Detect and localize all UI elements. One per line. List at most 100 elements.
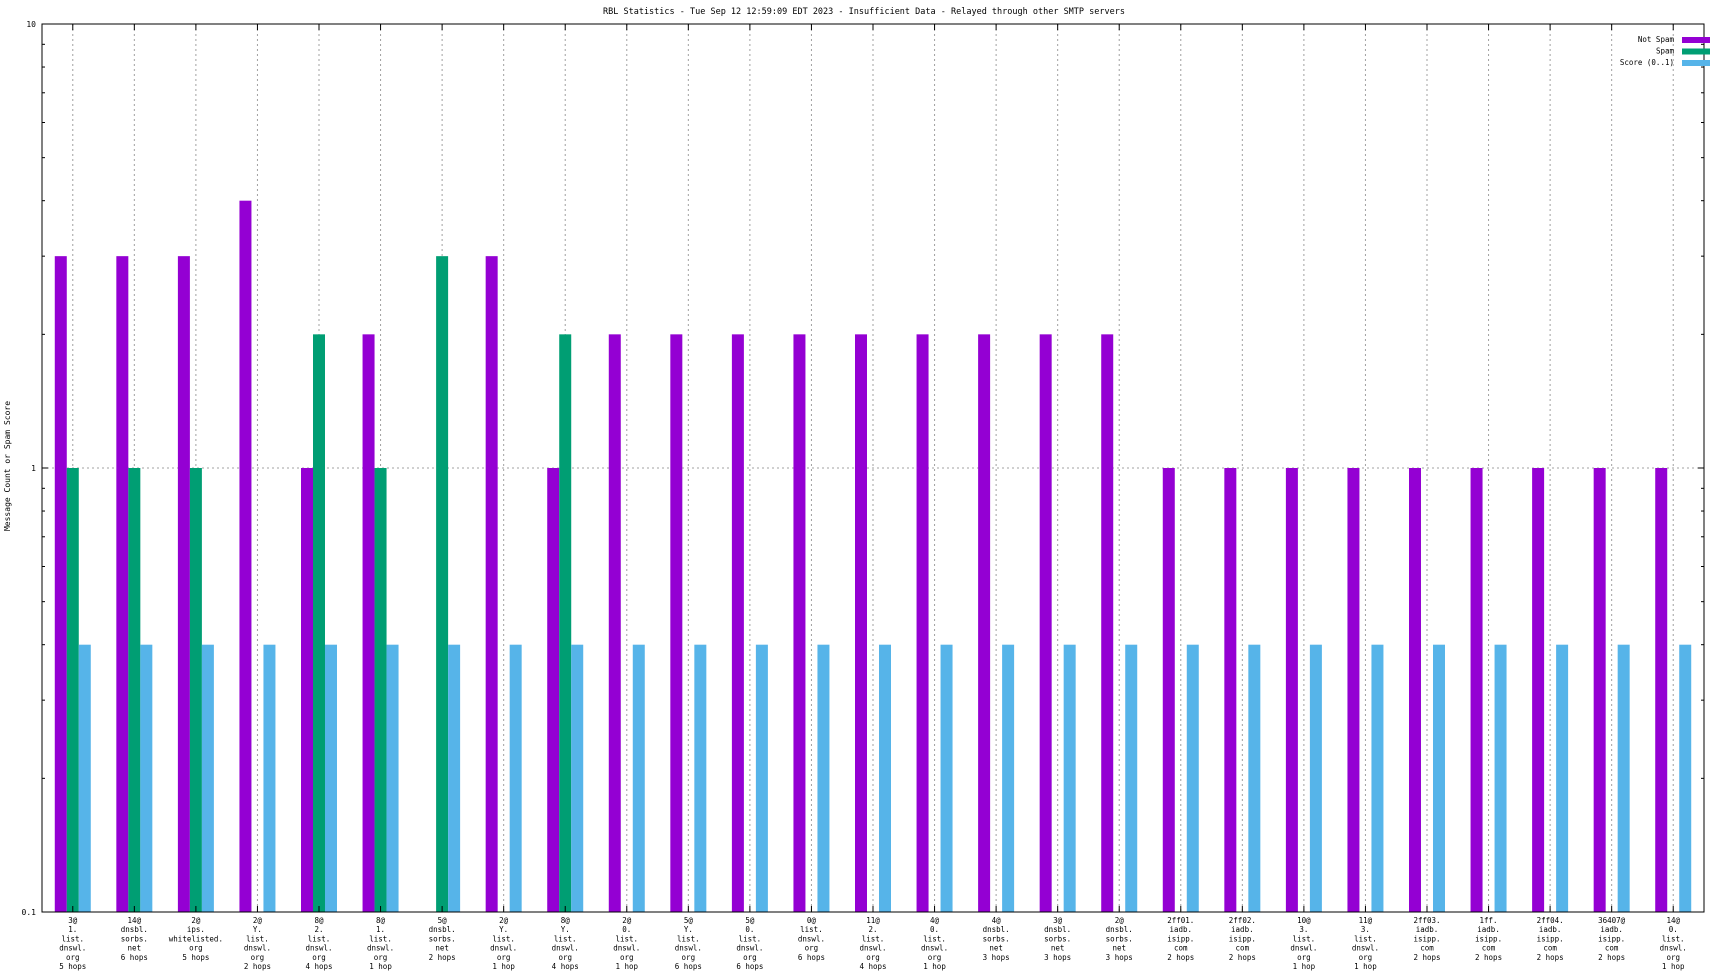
bar-not-spam xyxy=(1039,334,1052,913)
bar-score-0-1 xyxy=(263,644,276,912)
bar-not-spam xyxy=(978,334,991,913)
bar-not-spam xyxy=(239,200,252,912)
bar-score-0-1 xyxy=(325,644,337,912)
x-tick-label: 4@ dnsbl. sorbs. net 3 hops xyxy=(983,916,1010,962)
bar-score-0-1 xyxy=(940,644,953,912)
bar-not-spam xyxy=(362,334,375,913)
x-tick-label: 14@ 0. list. dnswl. org 1 hop xyxy=(1660,916,1687,971)
bar-not-spam xyxy=(793,334,806,913)
bar-score-0-1 xyxy=(571,644,584,912)
bar-score-0-1 xyxy=(201,644,214,912)
bar-score-0-1 xyxy=(1494,644,1507,912)
bars-layer xyxy=(54,200,1692,913)
bar-score-0-1 xyxy=(1125,644,1138,912)
x-tick-label: 2ff01. iadb. isipp. com 2 hops xyxy=(1167,916,1194,962)
y-tick-label: 10 xyxy=(26,20,36,29)
bar-not-spam xyxy=(1593,468,1606,912)
bar-not-spam xyxy=(1224,468,1237,912)
bar-not-spam xyxy=(1532,468,1545,912)
bar-score-0-1 xyxy=(448,644,461,912)
bar-score-0-1 xyxy=(78,644,91,912)
bar-not-spam xyxy=(116,256,129,912)
x-tick-label: 5@ Y. list. dnswl. org 6 hops xyxy=(675,916,702,971)
bar-score-0-1 xyxy=(1186,644,1199,912)
bar-score-0-1 xyxy=(879,644,891,912)
grid-layer xyxy=(42,24,1704,912)
bar-score-0-1 xyxy=(509,644,522,912)
x-tick-label: 14@ dnsbl. sorbs. net 6 hops xyxy=(121,916,148,962)
x-tick-label: 11@ 2. list. dnswl. org 4 hops xyxy=(859,916,886,971)
axes-layer: 0.1 1 10 3@ 1. list. dnswl. org 5 hops 14@ dnsbl. s… xyxy=(22,20,1704,971)
x-tick-label: 3@ dnsbl. sorbs. net 3 hops xyxy=(1044,916,1071,962)
legend-label: Not Spam xyxy=(1638,35,1675,44)
x-tick-label: 2@ Y. list. dnswl. org 2 hops xyxy=(244,916,271,971)
bar-score-0-1 xyxy=(1679,644,1692,912)
x-tick-label: 4@ 0. list. dnswl. org 1 hop xyxy=(921,916,948,971)
y-tick-label: 0.1 xyxy=(22,908,37,917)
legend-swatch xyxy=(1682,48,1710,55)
bar-not-spam xyxy=(1162,468,1175,912)
bar-spam xyxy=(559,334,572,913)
bar-not-spam xyxy=(1409,468,1421,912)
bar-not-spam xyxy=(916,334,929,913)
bar-score-0-1 xyxy=(1617,644,1630,912)
bar-not-spam xyxy=(485,256,498,912)
bar-score-0-1 xyxy=(1063,644,1076,912)
bar-spam xyxy=(313,334,325,913)
bar-spam xyxy=(189,468,202,912)
x-tick-label: 8@ 2. list. dnswl. org 4 hops xyxy=(305,916,332,971)
bar-not-spam xyxy=(301,468,313,912)
x-tick-label: 8@ 1. list. dnswl. org 1 hop xyxy=(367,916,394,971)
bar-score-0-1 xyxy=(1371,644,1384,912)
bar-not-spam xyxy=(177,256,190,912)
y-axis-label: Message Count or Spam Score xyxy=(3,401,12,531)
bar-score-0-1 xyxy=(1309,644,1322,912)
x-tick-label: 8@ Y. list. dnswl. org 4 hops xyxy=(552,916,579,971)
x-tick-label: 1ff. iadb. isipp. com 2 hops xyxy=(1475,916,1502,962)
bar-score-0-1 xyxy=(386,644,399,912)
x-tick-label: 2@ 0. list. dnswl. org 1 hop xyxy=(613,916,640,971)
x-tick-label: 0@ list. dnswl. org 6 hops xyxy=(798,916,825,962)
bar-not-spam xyxy=(1655,468,1668,912)
bar-not-spam xyxy=(731,334,744,913)
bar-score-0-1 xyxy=(817,644,830,912)
x-tick-label: 2@ ips. whitelisted. org 5 hops xyxy=(169,916,223,962)
bar-not-spam xyxy=(547,468,560,912)
bar-spam xyxy=(374,468,387,912)
legend: Not Spam Spam Score (0..1) xyxy=(1620,35,1710,67)
bar-spam xyxy=(128,468,141,912)
bar-score-0-1 xyxy=(1556,644,1569,912)
bar-score-0-1 xyxy=(1433,644,1445,912)
x-tick-label: 5@ dnsbl. sorbs. net 2 hops xyxy=(429,916,456,962)
x-tick-label: 3@ 1. list. dnswl. org 5 hops xyxy=(59,916,86,971)
x-tick-label: 5@ 0. list. dnswl. org 6 hops xyxy=(736,916,763,971)
x-tick-label: 2ff03. iadb. isipp. com 2 hops xyxy=(1413,916,1440,962)
bar-score-0-1 xyxy=(140,644,153,912)
bar-score-0-1 xyxy=(632,644,645,912)
y-tick-label: 1 xyxy=(31,464,36,473)
bar-not-spam xyxy=(1470,468,1483,912)
bar-not-spam xyxy=(1285,468,1298,912)
x-tick-label: 10@ 3. list. dnswl. org 1 hop xyxy=(1290,916,1317,971)
bar-score-0-1 xyxy=(1248,644,1261,912)
x-tick-label: 2@ dnsbl. sorbs. net 3 hops xyxy=(1106,916,1133,962)
bar-score-0-1 xyxy=(755,644,768,912)
legend-swatch xyxy=(1682,60,1710,66)
legend-label: Score (0..1) xyxy=(1620,58,1674,67)
bar-not-spam xyxy=(1101,334,1114,913)
legend-label: Spam xyxy=(1656,47,1675,56)
bar-not-spam xyxy=(1347,468,1360,912)
bar-spam xyxy=(66,468,79,912)
bar-not-spam xyxy=(608,334,621,913)
x-tick-label: 2@ Y. list. dnswl. org 1 hop xyxy=(490,916,517,971)
x-tick-label: 36407@ iadb. isipp. com 2 hops xyxy=(1598,916,1626,962)
bar-not-spam xyxy=(54,256,67,912)
bar-score-0-1 xyxy=(694,644,707,912)
bar-not-spam xyxy=(670,334,683,913)
bar-not-spam xyxy=(855,334,867,913)
x-tick-label: 11@ 3. list. dnswl. org 1 hop xyxy=(1352,916,1379,971)
legend-swatch xyxy=(1682,37,1710,43)
chart-title: RBL Statistics - Tue Sep 12 12:59:09 EDT… xyxy=(603,7,1125,17)
bar-score-0-1 xyxy=(1002,644,1015,912)
